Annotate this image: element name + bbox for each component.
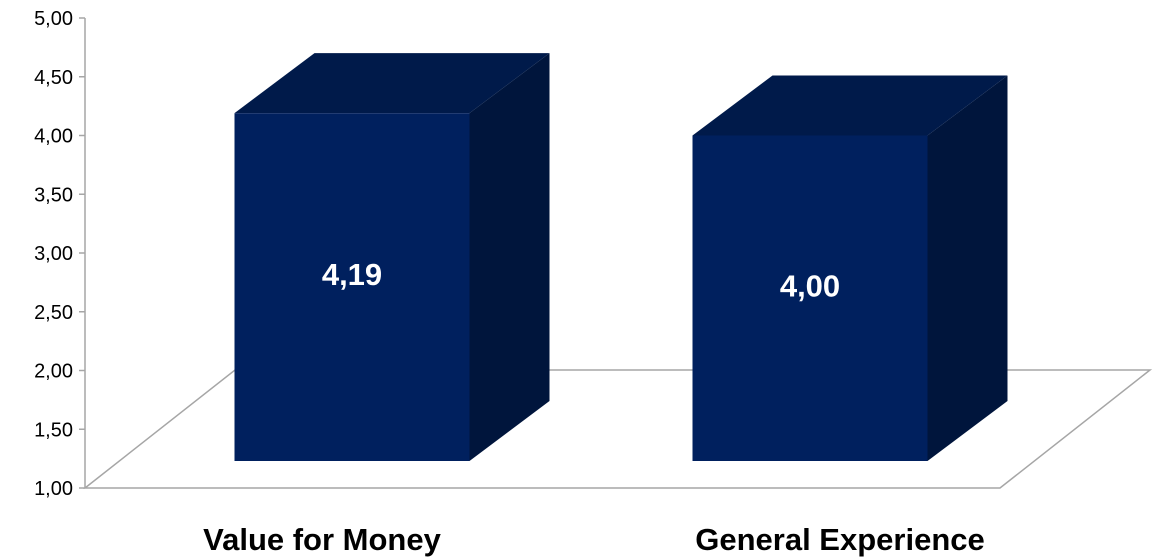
y-tick-label: 3,50 (34, 184, 73, 206)
bar-1 (234, 53, 550, 462)
bar-2 (692, 75, 1008, 461)
y-tick-label: 4,50 (34, 67, 73, 89)
bars-layer (234, 53, 1008, 462)
y-tick-label: 3,00 (34, 243, 73, 265)
y-tick-label: 1,50 (34, 419, 73, 441)
bar-side-face (469, 53, 550, 462)
bar-top-face (234, 53, 550, 114)
bar-front-face (692, 135, 928, 461)
labels-layer: 4,19 Value for Money 4,00 General Experienc… (203, 257, 985, 557)
floor-layer (82, 369, 1153, 489)
y-tick-label: 4,00 (34, 126, 73, 148)
y-tick-label: 5,00 (34, 8, 73, 30)
y-tick-label: 2,50 (34, 302, 73, 324)
category-label: Value for Money (203, 522, 441, 557)
axis-layer: 1,00 1,50 2,00 2,50 3,00 3,50 4,00 4,50 5,00 (34, 8, 86, 500)
bar-front-face (234, 113, 470, 462)
data-label: 4,00 (780, 268, 840, 303)
category-label: General Experience (695, 522, 985, 557)
chart-floor (82, 369, 1153, 489)
data-label: 4,19 (322, 257, 382, 292)
bar-top-face (692, 75, 1008, 136)
y-tick-label: 2,00 (34, 361, 73, 383)
bar-side-face (927, 75, 1008, 461)
y-tick-label: 1,00 (34, 478, 73, 500)
